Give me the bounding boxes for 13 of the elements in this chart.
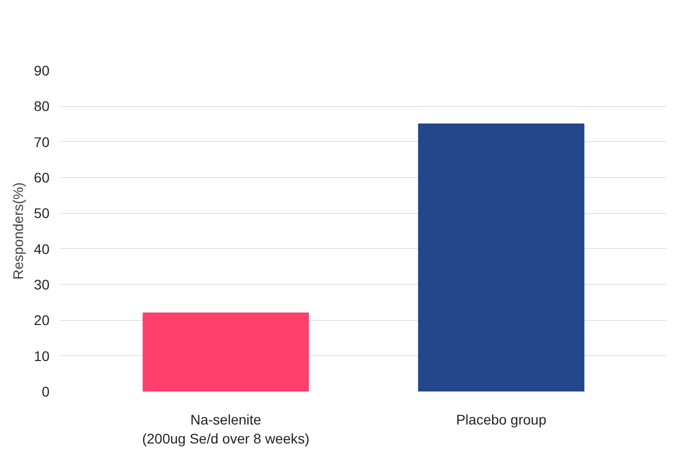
x-tick-label: Na-selenite (200ug Se/d over 8 weeks) — [142, 412, 310, 447]
y-tick-label: 30 — [34, 276, 50, 292]
y-tick-label: 80 — [34, 98, 50, 114]
y-tick-label: 40 — [34, 240, 50, 257]
y-tick-label: 20 — [34, 312, 50, 328]
y-tick-label: 50 — [34, 205, 50, 222]
y-axis-title: Responders(%) — [10, 182, 26, 280]
y-tick-label: 0 — [42, 384, 50, 400]
y-tick-label: 60 — [34, 170, 50, 186]
x-tick-label: Placebo group — [456, 412, 547, 428]
y-tick-label: 10 — [34, 348, 50, 364]
y-tick-label: 90 — [34, 62, 50, 78]
y-tick-label: 70 — [34, 134, 50, 150]
